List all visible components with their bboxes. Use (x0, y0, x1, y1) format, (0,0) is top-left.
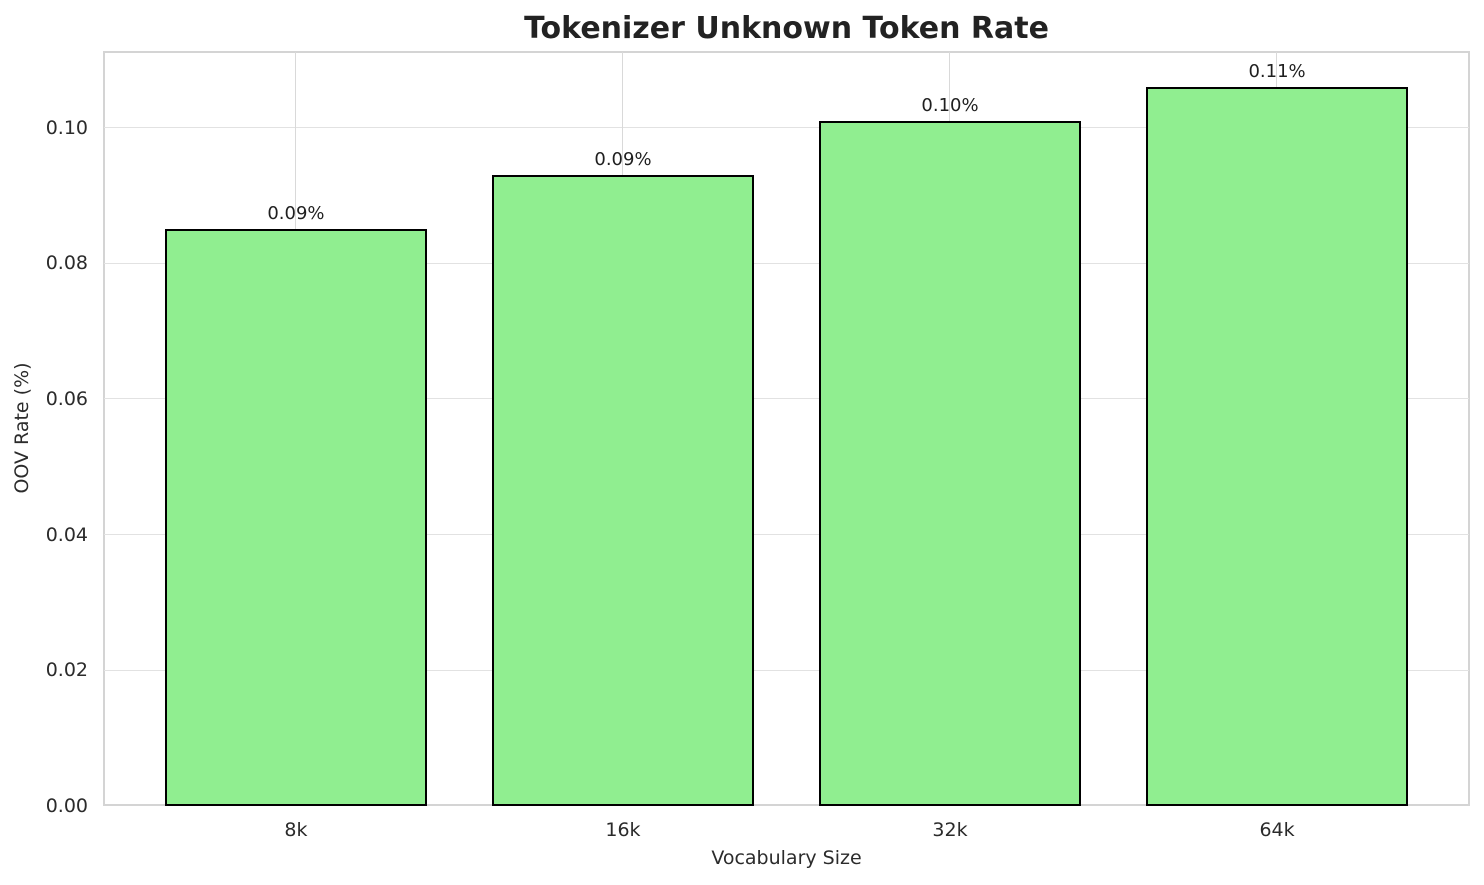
x-tick-label: 32k (932, 819, 968, 841)
y-tick-label: 0.08 (45, 252, 88, 275)
x-tick-label: 16k (605, 819, 641, 841)
y-axis-label: OOV Rate (%) (11, 362, 33, 494)
chart-title: Tokenizer Unknown Token Rate (524, 11, 1049, 46)
x-tick-label: 8k (284, 819, 308, 841)
y-tick-label: 0.00 (45, 795, 88, 817)
y-tick-label: 0.04 (45, 523, 88, 546)
plot-area (103, 51, 1470, 806)
x-axis-label: Vocabulary Size (711, 847, 862, 869)
y-tick-label: 0.02 (45, 659, 88, 682)
x-tick-label: 64k (1259, 819, 1295, 841)
y-tick-label: 0.10 (45, 116, 88, 139)
